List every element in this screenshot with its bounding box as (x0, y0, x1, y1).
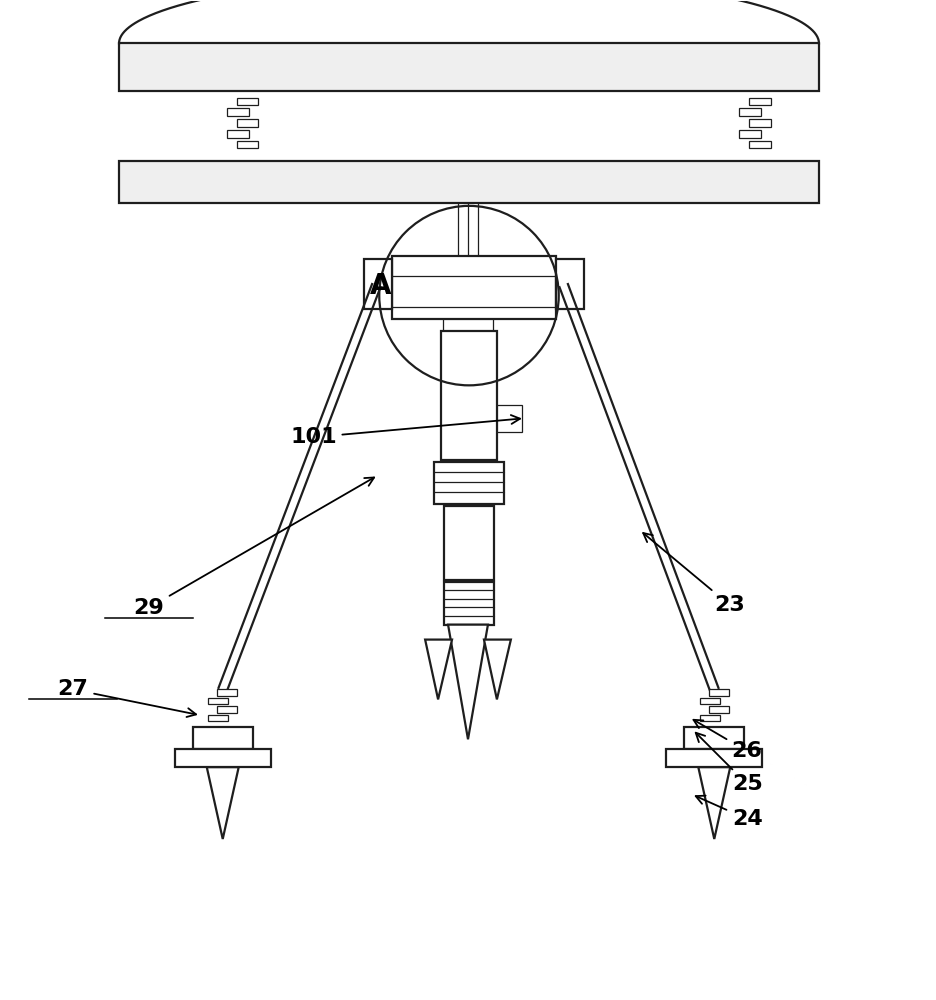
Polygon shape (425, 640, 451, 699)
Text: 23: 23 (642, 533, 744, 615)
Bar (708, 689, 728, 696)
Bar (748, 119, 770, 127)
Bar (699, 715, 719, 721)
Text: 101: 101 (290, 415, 519, 447)
Text: A: A (369, 272, 390, 300)
Bar (748, 141, 770, 148)
Text: 25: 25 (695, 733, 762, 794)
Bar (175, 749, 271, 767)
Bar (364, 259, 392, 309)
Bar (443, 319, 492, 340)
Bar (496, 405, 521, 432)
Bar (236, 98, 258, 105)
Bar (683, 727, 743, 749)
Polygon shape (483, 640, 510, 699)
Bar (748, 98, 770, 105)
Bar (217, 706, 237, 713)
Bar (119, 43, 818, 91)
Polygon shape (207, 767, 239, 839)
Bar (555, 259, 583, 309)
Polygon shape (447, 625, 488, 739)
Bar (208, 698, 228, 704)
Text: 26: 26 (693, 720, 762, 761)
Bar (699, 698, 719, 704)
Bar (236, 119, 258, 127)
Text: 24: 24 (695, 796, 762, 829)
Bar (665, 749, 761, 767)
Text: 29: 29 (134, 477, 373, 618)
Bar (227, 130, 249, 138)
Bar (444, 506, 493, 580)
Bar (193, 727, 253, 749)
Text: 27: 27 (58, 679, 196, 717)
Bar (444, 582, 493, 625)
Bar (236, 141, 258, 148)
Bar (227, 108, 249, 116)
Bar (708, 706, 728, 713)
Bar (739, 130, 760, 138)
Bar (119, 161, 818, 203)
Bar (392, 256, 555, 319)
Bar (217, 689, 237, 696)
Bar (739, 108, 760, 116)
Bar (208, 715, 228, 721)
Polygon shape (697, 767, 729, 839)
Bar (441, 331, 496, 460)
Bar (433, 462, 504, 504)
